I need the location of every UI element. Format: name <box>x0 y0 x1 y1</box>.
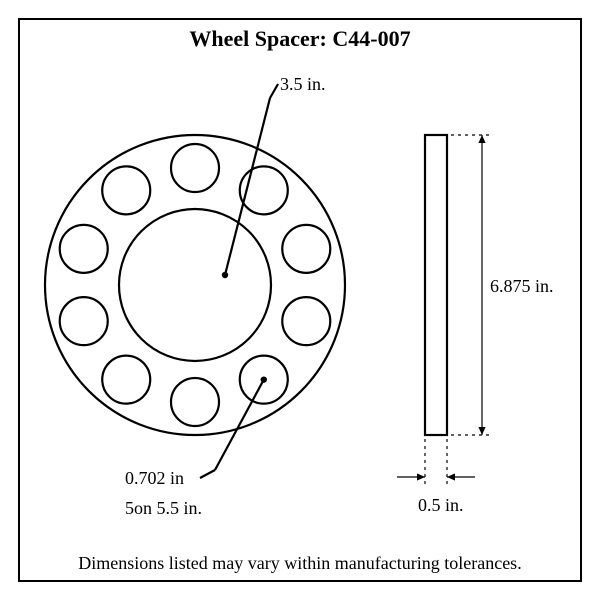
label-bolt-pattern: 5on 5.5 in. <box>125 498 202 519</box>
diagram-footnote: Dimensions listed may vary within manufa… <box>20 553 580 574</box>
page: Wheel Spacer: C44-007 3.5 in. 0.702 in 5… <box>0 0 600 600</box>
label-bolt-hole: 0.702 in <box>125 468 184 489</box>
diagram-frame: Wheel Spacer: C44-007 3.5 in. 0.702 in 5… <box>18 18 582 582</box>
label-outer-diameter: 6.875 in. <box>490 276 554 297</box>
label-thickness: 0.5 in. <box>418 495 464 516</box>
label-center-bore: 3.5 in. <box>280 74 326 95</box>
drawing-svg <box>20 20 580 580</box>
